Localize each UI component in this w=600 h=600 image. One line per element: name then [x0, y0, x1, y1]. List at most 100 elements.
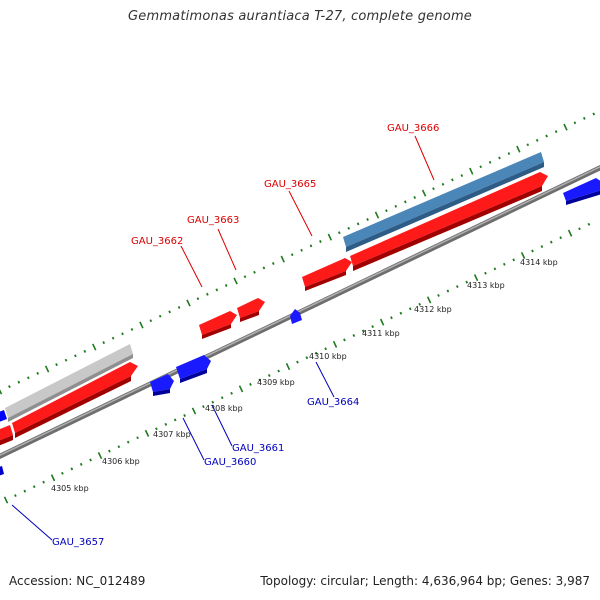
- gene-GAU_3664[interactable]: [290, 309, 302, 324]
- ruler-tick: [111, 336, 115, 340]
- gene-GAU_3666[interactable]: [350, 172, 548, 271]
- ruler-tick: [379, 318, 385, 326]
- ruler-tick: [526, 143, 530, 147]
- ruler-tick: [271, 262, 275, 265]
- gene-GAU_3662[interactable]: [199, 311, 237, 339]
- ruler-tick: [267, 373, 271, 378]
- ruler-tick: [230, 391, 233, 395]
- ruler-tick: [280, 255, 285, 263]
- ruler-tick: [0, 389, 3, 395]
- ruler-tick: [258, 378, 262, 382]
- gene-large-red-left[interactable]: [12, 362, 138, 438]
- gene-label-GAU_3662[interactable]: GAU_3662: [131, 236, 183, 247]
- ruler-tick: [418, 302, 422, 306]
- ruler-tick: [64, 358, 68, 362]
- ruler-tick: [164, 422, 168, 426]
- outer-ruler: [0, 112, 596, 395]
- ruler-tick: [117, 445, 121, 449]
- ruler-tick: [183, 414, 186, 417]
- ruler-tick: [144, 429, 150, 437]
- ruler-labels: 4305 kbp 4306 kbp 4307 kbp 4308 kbp 4309…: [51, 258, 558, 493]
- ruler-tick: [220, 396, 224, 400]
- gene-label-GAU_3666[interactable]: GAU_3666: [387, 123, 439, 134]
- ruler-tick: [290, 253, 294, 257]
- ruler-tick: [44, 365, 50, 373]
- ruler-tick: [545, 134, 548, 138]
- ruler-tick: [202, 405, 205, 409]
- gene-label-GAU_3661[interactable]: GAU_3661: [232, 443, 284, 454]
- ruler-tick: [32, 485, 36, 489]
- ruler-tick: [233, 277, 238, 285]
- ruler-tick: [253, 270, 256, 274]
- ruler-tick: [319, 240, 322, 243]
- ruler-label-4311: 4311 kbp: [362, 329, 400, 338]
- ruler-tick: [314, 351, 318, 355]
- ruler-tick: [130, 327, 134, 331]
- ruler-tick: [61, 471, 64, 475]
- ruler-tick: [554, 130, 558, 134]
- ruler-tick: [374, 211, 380, 219]
- ruler-tick: [126, 440, 130, 444]
- ruler-tick: [592, 112, 596, 116]
- ruler-tick: [460, 174, 464, 177]
- steelblue-feature-bar[interactable]: [343, 152, 544, 252]
- ruler-tick: [498, 156, 501, 160]
- ruler-tick: [332, 340, 338, 348]
- gene-blue-left-edge[interactable]: [0, 410, 7, 422]
- gene-blue-right-edge[interactable]: [563, 178, 600, 205]
- gene-label-GAU_3665[interactable]: GAU_3665: [264, 179, 316, 190]
- gene-GAU_3665[interactable]: [302, 258, 352, 291]
- gene-blue-left-bottom[interactable]: [0, 466, 4, 476]
- ruler-tick: [168, 310, 171, 314]
- gene-GAU_3657-forward-block[interactable]: [0, 425, 13, 446]
- ruler-tick: [92, 343, 97, 351]
- ruler-tick: [573, 121, 577, 125]
- ruler-tick: [296, 360, 299, 364]
- ruler-tick: [432, 187, 435, 191]
- ruler-tick: [484, 271, 487, 275]
- inner-ruler: [3, 222, 591, 504]
- ruler-tick: [587, 222, 591, 226]
- ruler-tick: [549, 240, 553, 244]
- ruler-tick: [74, 354, 77, 358]
- accession-text: Accession: NC_012489: [9, 574, 146, 588]
- ruler-label-4307: 4307 kbp: [153, 430, 191, 439]
- ruler-tick: [262, 266, 266, 270]
- ruler-label-4312: 4312 kbp: [414, 305, 452, 314]
- ruler-tick: [455, 285, 459, 288]
- gene-label-GAU_3663[interactable]: GAU_3663: [187, 215, 239, 226]
- ruler-tick: [451, 178, 454, 182]
- ruler-tick: [23, 489, 27, 493]
- gene-label-GAU_3657[interactable]: GAU_3657: [52, 537, 104, 548]
- gray-feature-bar[interactable]: [5, 344, 133, 422]
- ruler-tick: [249, 382, 252, 386]
- gene-GAU_3663[interactable]: [237, 298, 265, 322]
- ruler-tick: [211, 400, 215, 404]
- ruler-tick: [102, 341, 106, 345]
- ruler-tick: [413, 196, 417, 199]
- ruler-tick: [559, 236, 563, 240]
- ruler-tick: [437, 294, 440, 297]
- gene-GAU_3660[interactable]: [150, 374, 174, 396]
- ruler-tick: [371, 325, 375, 329]
- ruler-label-4309: 4309 kbp: [257, 378, 295, 387]
- gene-label-GAU_3664[interactable]: GAU_3664: [307, 397, 359, 408]
- ruler-tick: [465, 280, 469, 284]
- ruler-tick: [224, 284, 228, 287]
- ruler-tick: [55, 363, 58, 367]
- ruler-tick: [14, 494, 17, 497]
- ruler-tick: [578, 227, 581, 231]
- ruler-tick: [136, 436, 139, 440]
- ruler-tick: [426, 296, 432, 304]
- ruler-tick: [473, 274, 479, 282]
- gene-GAU_3661[interactable]: [176, 355, 211, 383]
- ruler-tick: [139, 321, 144, 329]
- ruler-tick: [309, 244, 313, 248]
- ruler-tick: [488, 160, 492, 164]
- gene-label-GAU_3660[interactable]: GAU_3660: [204, 457, 256, 468]
- ruler-tick: [215, 288, 219, 292]
- ruler-tick: [196, 297, 200, 301]
- ruler-tick: [512, 258, 516, 262]
